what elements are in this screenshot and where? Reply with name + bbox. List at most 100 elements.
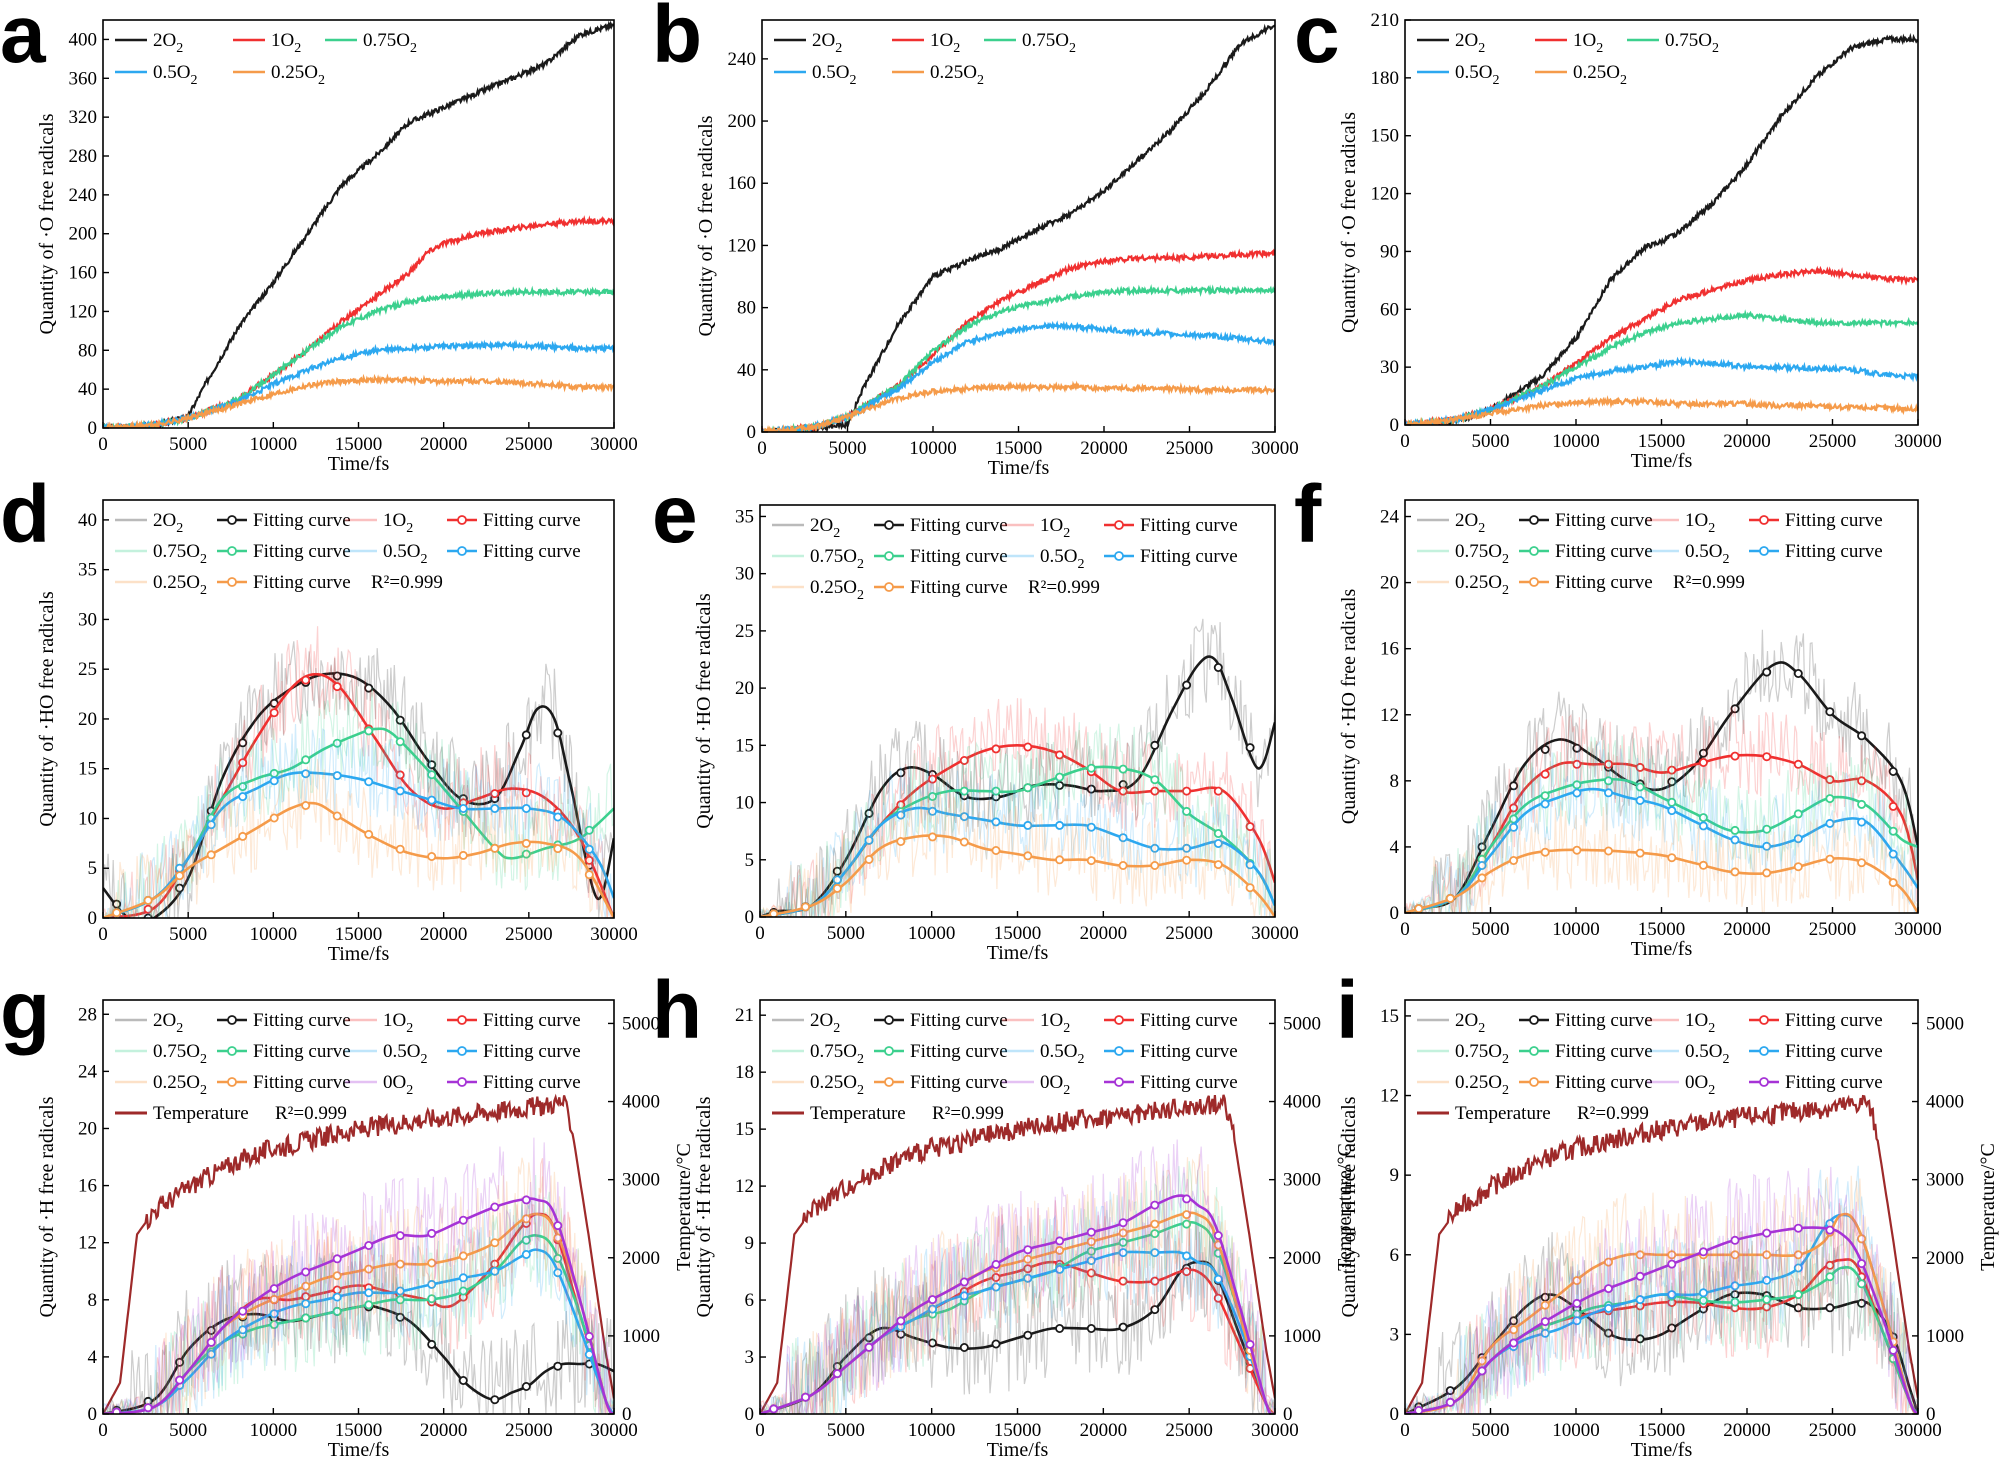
- fit-marker-g-2: [521, 1235, 531, 1245]
- y2-tick-label: 4000: [622, 1092, 660, 1113]
- fit-marker-i-4: [1667, 1250, 1677, 1260]
- legend-marker: [227, 1046, 237, 1056]
- fit-marker-e-2: [1213, 829, 1223, 839]
- series-line-c-4: [1405, 395, 1918, 425]
- raw-trace-g-3: [103, 1198, 614, 1414]
- fit-marker-f-3: [1698, 821, 1708, 831]
- y-tick-label: 4: [88, 1347, 98, 1368]
- fit-marker-f-3: [1857, 817, 1867, 827]
- legend-label: 1O2: [930, 30, 960, 56]
- fit-marker-i-1: [1825, 1260, 1835, 1270]
- fit-marker-g-3: [206, 1349, 216, 1359]
- fit-marker-g-5: [584, 1331, 594, 1341]
- fit-marker-g-2: [458, 1286, 468, 1296]
- fit-marker-i-5: [1604, 1284, 1614, 1294]
- fit-marker-i-4: [1540, 1300, 1550, 1310]
- legend-label-fit: Fitting curve: [253, 541, 351, 562]
- plot-area: [1405, 1094, 1918, 1414]
- fit-marker-h-3: [928, 1304, 938, 1314]
- fitting-curve-e-4: [760, 834, 1275, 917]
- fit-marker-g-5: [238, 1306, 248, 1316]
- fit-marker-h-4: [1086, 1237, 1096, 1247]
- legend-label: 0O2: [1685, 1072, 1715, 1098]
- legend-label: 2O2: [810, 1010, 840, 1036]
- x-tick-label: 10000: [1552, 1420, 1600, 1441]
- fit-marker-h-5: [928, 1295, 938, 1305]
- raw-trace-d-2: [103, 685, 614, 918]
- fit-marker-f-2: [1509, 814, 1519, 824]
- legend-label: 0.75O2: [1665, 30, 1719, 56]
- legend-label-fit: Fitting curve: [1555, 1010, 1653, 1031]
- fitting-curve-f-3: [1405, 787, 1918, 913]
- y-tick-label: 200: [69, 224, 98, 245]
- y-tick-label: 9: [745, 1233, 755, 1254]
- fit-marker-g-2: [364, 1300, 374, 1310]
- x-axis-title: Time/fs: [988, 457, 1050, 479]
- fit-marker-f-2: [1793, 809, 1803, 819]
- y-tick-label: 320: [69, 107, 98, 128]
- x-tick-label: 15000: [995, 438, 1043, 459]
- fit-marker-f-2: [1667, 797, 1677, 807]
- fit-marker-f-2: [1540, 791, 1550, 801]
- fit-marker-f-2: [1825, 794, 1835, 804]
- fitting-curve-g-5: [103, 1197, 614, 1414]
- fit-marker-g-0: [175, 1357, 185, 1367]
- legend-label: 2O2: [810, 515, 840, 541]
- legend-marker: [457, 515, 467, 525]
- series-line-a-1: [103, 215, 614, 428]
- fit-marker-h-5: [1023, 1245, 1033, 1255]
- fit-marker-d-1: [332, 682, 342, 692]
- fit-marker-d-2: [584, 825, 594, 835]
- panel-i: i0 5000 10000 15000 20000 25000 30000036912150…: [1336, 965, 1999, 1461]
- fit-marker-g-3: [364, 1288, 374, 1298]
- legend-label: 2O2: [1455, 1010, 1485, 1036]
- raw-trace-h-2: [760, 1161, 1275, 1414]
- fit-marker-i-5: [1635, 1271, 1645, 1281]
- y-tick-label: 210: [1371, 10, 1400, 31]
- fit-marker-e-2: [928, 792, 938, 802]
- fitting-curve-d-3: [103, 771, 614, 918]
- legend-label: 0.5O2: [1455, 62, 1499, 88]
- y-tick-label: 20: [78, 1118, 97, 1139]
- x-axis-title: Time/fs: [1631, 450, 1693, 472]
- fit-marker-e-4: [896, 837, 906, 847]
- fit-marker-d-4: [112, 908, 122, 918]
- fit-marker-i-3: [1730, 1281, 1740, 1291]
- x-tick-label: 25000: [1166, 438, 1214, 459]
- fit-marker-e-4: [864, 855, 874, 865]
- fit-marker-i-5: [1825, 1225, 1835, 1235]
- y-tick-label: 25: [78, 659, 97, 680]
- fit-marker-g-0: [206, 1326, 216, 1336]
- fit-marker-g-5: [175, 1375, 185, 1385]
- temperature-line: [760, 1094, 1275, 1414]
- x-tick-label: 30000: [1894, 1420, 1942, 1441]
- fit-marker-g-3: [269, 1309, 279, 1319]
- y-tick-label: 90: [1380, 241, 1399, 262]
- y-tick-label: 240: [728, 49, 757, 70]
- y-tick-label: 180: [1371, 68, 1400, 89]
- x-tick-label: 30000: [1894, 431, 1942, 452]
- fit-marker-h-5: [832, 1369, 842, 1379]
- legend-label: 1O2: [1040, 1010, 1070, 1036]
- fit-marker-i-4: [1762, 1250, 1772, 1260]
- fit-marker-h-0: [1055, 1324, 1065, 1334]
- fit-marker-h-5: [1086, 1227, 1096, 1237]
- fit-marker-f-2: [1888, 826, 1898, 836]
- y-axis-title: Quantity of ·H free radicals: [36, 1096, 58, 1317]
- y-axis-title: Quantity of ·HO free radicals: [36, 591, 58, 827]
- y-tick-label: 12: [735, 1176, 754, 1197]
- fit-marker-e-0: [1150, 740, 1160, 750]
- y-tick-label: 0: [1390, 903, 1400, 924]
- fit-marker-d-0: [269, 698, 279, 708]
- x-tick-label: 10000: [1552, 431, 1600, 452]
- fit-marker-i-3: [1572, 1316, 1582, 1326]
- fit-marker-f-3: [1762, 841, 1772, 851]
- x-tick-label: 20000: [1723, 431, 1771, 452]
- fit-marker-e-4: [1150, 861, 1160, 871]
- fit-marker-i-5: [1730, 1235, 1740, 1245]
- x-tick-label: 30000: [1251, 923, 1299, 944]
- legend-label: 1O2: [1685, 510, 1715, 536]
- fitting-curve-h-5: [760, 1194, 1275, 1414]
- fit-marker-e-2: [1150, 775, 1160, 785]
- y-tick-label: 30: [1380, 357, 1399, 378]
